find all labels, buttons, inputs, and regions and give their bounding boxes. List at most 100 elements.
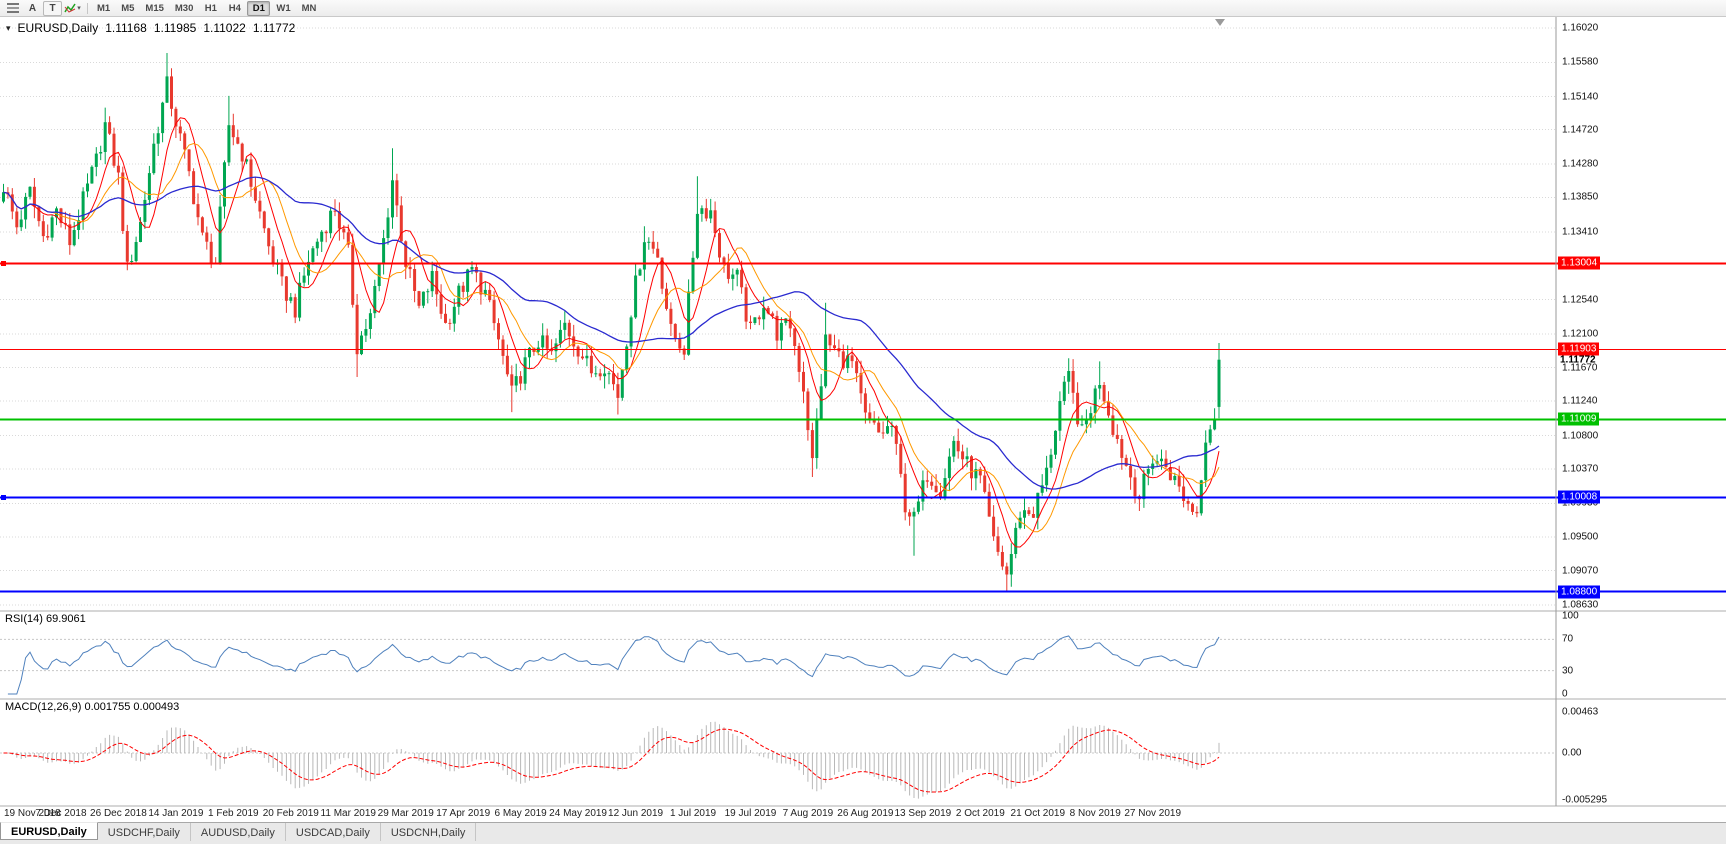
date-axis-label: 14 Jan 2019 <box>148 808 204 819</box>
current-price-label: 1.11772 <box>1560 354 1596 366</box>
macd-axis-label: 0.00463 <box>1562 706 1599 718</box>
rsi-axis-label: 70 <box>1562 633 1574 645</box>
price-axis-label: 1.11240 <box>1562 395 1598 407</box>
timeframe-group: M1 M5 M15 M30 H1 H4 D1 W1 MN <box>92 0 322 16</box>
rsi-axis-label: 0 <box>1562 688 1568 700</box>
top-toolbar: A T ▾ M1 M5 M15 M30 H1 H4 D1 W1 MN <box>0 0 1726 17</box>
ohlc-high: 1.11985 <box>153 21 197 35</box>
date-axis-label: 7 Aug 2019 <box>782 808 834 819</box>
one-click-trading-toggle[interactable]: ▾ <box>6 22 11 33</box>
price-axis-label: 1.14720 <box>1562 124 1599 135</box>
timeframe-h1[interactable]: H1 <box>204 2 217 14</box>
price-axis-label: 1.15140 <box>1562 91 1599 103</box>
date-axis-label: 26 Dec 2018 <box>90 808 147 819</box>
macd-axis-label: -0.005295 <box>1562 794 1608 806</box>
date-axis-label: 2 Oct 2019 <box>955 808 1005 819</box>
moving-average-line-1 <box>3 142 1220 533</box>
indicators-button[interactable]: ▾ <box>63 1 82 16</box>
panel-separators[interactable] <box>0 610 1726 807</box>
timeframe-m1[interactable]: M1 <box>97 2 111 14</box>
date-axis-label: 19 Jul 2019 <box>724 808 777 819</box>
macd-histogram <box>7 721 1220 799</box>
tab-eurusd-daily[interactable]: EURUSD,Daily <box>0 822 98 840</box>
price-axis-label: 1.14280 <box>1562 158 1599 170</box>
level-price-badge: 1.08800 <box>1558 585 1601 599</box>
price-axis-label: 1.10800 <box>1562 430 1599 442</box>
date-axis-label: 7 Dec 2018 <box>35 808 87 819</box>
date-axis-label: 29 Mar 2019 <box>377 808 434 819</box>
chevron-down-icon: ▾ <box>77 5 81 12</box>
tab-usdcad-daily[interactable]: USDCAD,Daily <box>286 823 381 841</box>
chart-title: ▾ EURUSD,Daily 1.11168 1.11985 1.11022 1… <box>6 21 295 35</box>
ohlc-close: 1.11772 <box>252 21 296 35</box>
chart-shift-marker[interactable] <box>1215 19 1225 26</box>
price-axis-label: 1.13410 <box>1562 226 1599 238</box>
macd-signal-line <box>3 728 1220 793</box>
date-axis[interactable]: 19 Nov 2018 7 Dec 2018 26 Dec 2018 14 Jan 2… <box>0 806 1556 822</box>
rsi-label: RSI(14) 69.9061 <box>5 613 86 625</box>
window-layout-icon-glyph <box>6 3 19 13</box>
timeframe-m30[interactable]: M30 <box>174 2 194 14</box>
annotation-a-button[interactable]: A <box>28 2 37 14</box>
level-price-badge: 1.11903 <box>1558 342 1600 356</box>
indicators-icon <box>64 3 76 13</box>
tab-usdchf-daily[interactable]: USDCHF,Daily <box>98 823 191 841</box>
date-axis-label: 8 Nov 2019 <box>1069 808 1121 819</box>
date-axis-label: 17 Apr 2019 <box>436 808 491 819</box>
timeframe-mn[interactable]: MN <box>301 2 317 14</box>
window-layout-icon[interactable] <box>3 1 22 16</box>
date-axis-label: 21 Oct 2019 <box>1010 808 1066 819</box>
timeframe-h4[interactable]: H4 <box>228 2 241 14</box>
price-axis-label: 1.08630 <box>1562 599 1599 611</box>
chart-area[interactable] <box>0 17 1556 611</box>
price-axis-label: 1.11670 <box>1562 362 1598 374</box>
rsi-axis-label: 30 <box>1562 665 1574 677</box>
level-price-badge: 1.11009 <box>1558 412 1600 426</box>
date-axis-label: 26 Aug 2019 <box>837 808 894 819</box>
tab-usdcnh-daily[interactable]: USDCNH,Daily <box>381 823 477 841</box>
ohlc-open: 1.11168 <box>105 21 147 35</box>
chart-symbol-period: EURUSD,Daily <box>17 21 99 35</box>
date-axis-label: 13 Sep 2019 <box>894 808 952 819</box>
date-axis-label: 1 Feb 2019 <box>208 808 259 819</box>
date-axis-label: 20 Feb 2019 <box>262 808 319 819</box>
rsi-indicator <box>0 635 1556 695</box>
price-axis-label: 1.15580 <box>1562 56 1599 68</box>
timeframe-m15[interactable]: M15 <box>145 2 164 14</box>
date-axis-label: 24 May 2019 <box>549 808 608 819</box>
price-axis-label: 1.09070 <box>1562 565 1599 577</box>
tab-audusd-daily[interactable]: AUDUSD,Daily <box>191 823 286 841</box>
rsi-line <box>7 635 1220 695</box>
date-axis-label: 1 Jul 2019 <box>669 808 717 819</box>
price-axis-label: 1.12100 <box>1562 328 1599 340</box>
date-axis-label: 6 May 2019 <box>494 808 547 819</box>
macd-axis-label: 0.00 <box>1562 747 1582 759</box>
toolbar-separator <box>87 2 88 14</box>
moving-average-line-2 <box>3 176 1220 490</box>
chart-tab-bar: EURUSD,Daily USDCHF,Daily AUDUSD,Daily USDC… <box>0 822 1726 844</box>
moving-average-line-0 <box>3 117 1220 548</box>
price-axis-label: 1.13850 <box>1562 191 1599 203</box>
price-axis-label: 1.09500 <box>1562 531 1599 543</box>
macd-indicator <box>0 721 1556 799</box>
date-axis-label: 27 Nov 2019 <box>1124 808 1182 819</box>
date-axis-label: 19 Nov 2018 <box>4 808 61 819</box>
price-axis-label: 1.10370 <box>1562 463 1599 475</box>
timeframe-d1[interactable]: D1 <box>247 0 271 16</box>
text-t-button[interactable]: T <box>43 0 62 16</box>
date-axis-label: 12 Jun 2019 <box>608 808 664 819</box>
timeframe-w1[interactable]: W1 <box>276 2 291 14</box>
ohlc-low: 1.11022 <box>203 21 246 35</box>
price-axis[interactable]: 1.16020 1.15580 1.15140 1.14720 1.14280 1.138… <box>1556 17 1726 822</box>
candlesticks <box>2 53 1221 593</box>
price-axis-label: 1.16020 <box>1562 22 1599 34</box>
rsi-axis-label: 100 <box>1562 610 1579 622</box>
level-price-badge: 1.13004 <box>1558 256 1601 270</box>
date-axis-label: 11 Mar 2019 <box>320 808 376 819</box>
macd-label: MACD(12,26,9) 0.001755 0.000493 <box>5 701 180 713</box>
timeframe-m5[interactable]: M5 <box>121 2 135 14</box>
horizontal-level-lines[interactable] <box>0 261 1726 593</box>
level-price-badge: 1.10008 <box>1558 490 1601 504</box>
price-axis-label: 1.12540 <box>1562 294 1599 306</box>
